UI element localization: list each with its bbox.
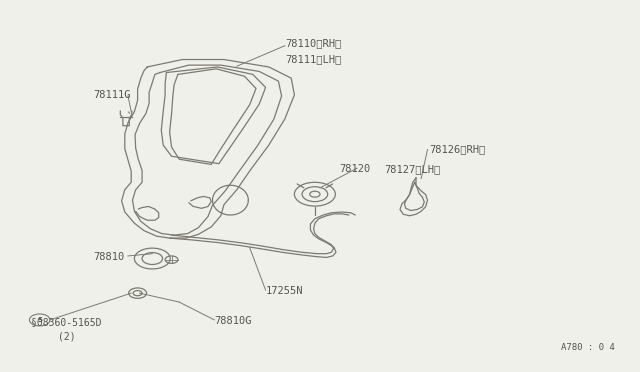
Text: 78110〈RH〉: 78110〈RH〉 — [285, 38, 341, 48]
Text: 78120: 78120 — [339, 164, 371, 174]
Text: (2): (2) — [58, 332, 76, 341]
Text: S: S — [37, 317, 42, 323]
Text: A780 : 0 4: A780 : 0 4 — [561, 343, 614, 352]
Text: 78126〈RH〉: 78126〈RH〉 — [429, 144, 485, 154]
Text: 78127〈LH〉: 78127〈LH〉 — [384, 164, 440, 174]
Text: 78810G: 78810G — [214, 316, 252, 326]
Text: §08360-5165D: §08360-5165D — [31, 317, 101, 327]
Text: 78810: 78810 — [93, 252, 124, 262]
Text: 78111〈LH〉: 78111〈LH〉 — [285, 55, 341, 64]
Text: 17255N: 17255N — [266, 286, 303, 296]
Text: 78111G: 78111G — [93, 90, 131, 100]
